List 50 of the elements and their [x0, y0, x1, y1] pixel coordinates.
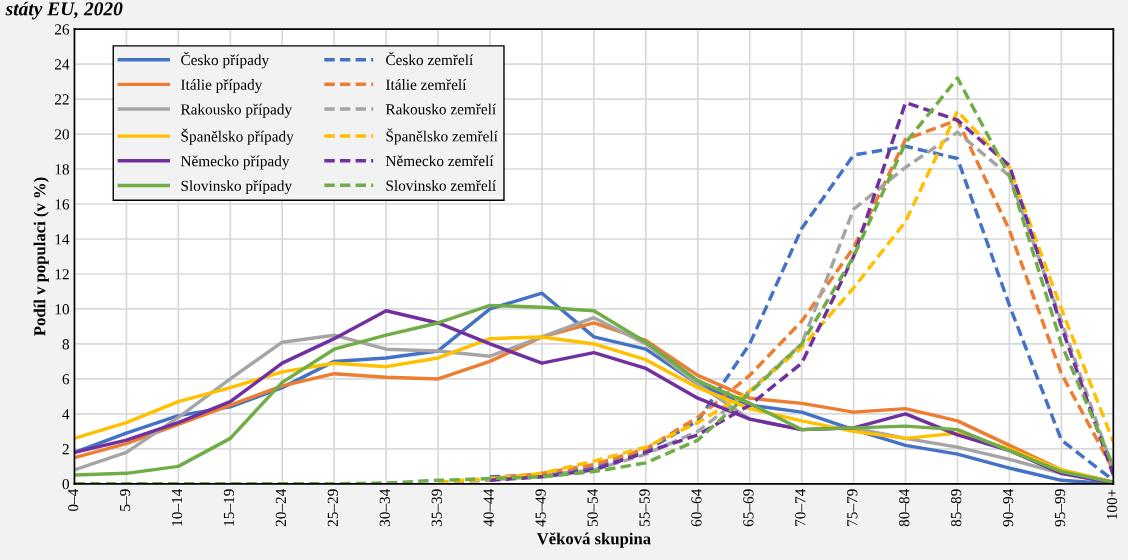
x-tick-label: 85–89 [951, 489, 962, 527]
y-tick-label: 16 [55, 199, 70, 210]
x-tick-label: 50–54 [587, 488, 598, 527]
x-tick-label: 60–64 [691, 488, 702, 527]
x-tick-label: 95–99 [1054, 489, 1066, 527]
legend-label: Rakousko zemřelí [385, 103, 497, 115]
y-axis-title: Podíl v populaci (v %) [33, 177, 49, 336]
legend-label: Itálie zemřelí [385, 79, 467, 90]
x-tick-label: 65–69 [743, 489, 754, 527]
y-tick-label: 12 [55, 269, 69, 280]
x-tick-label: 70–74 [795, 488, 806, 526]
legend-label: Španělsko zemřelí [386, 128, 498, 145]
y-tick-label: 6 [62, 374, 70, 385]
x-tick-label: 45–49 [535, 489, 546, 527]
legend-label: Itálie případy [181, 79, 263, 94]
x-tick-label: 100+ [1106, 489, 1118, 519]
legend-label: Španělsko případy [181, 128, 294, 145]
x-tick-label: 20–24 [275, 488, 287, 527]
y-tick-label: 24 [54, 59, 70, 70]
y-tick-label: 26 [54, 24, 70, 35]
x-tick-label: 40–44 [483, 488, 494, 527]
x-tick-label: 80–84 [899, 488, 910, 527]
y-tick-label: 4 [62, 409, 70, 420]
x-tick-label: 10–14 [171, 488, 183, 526]
x-tick-label: 55–59 [639, 489, 650, 527]
legend-label: Česko případy [181, 51, 270, 69]
legend-label: Rakousko případy [180, 103, 293, 118]
x-tick-label: 90–94 [1002, 488, 1014, 527]
y-tick-label: 22 [54, 94, 69, 105]
x-tick-label: 5–9 [119, 489, 131, 511]
y-tick-label: 8 [62, 339, 69, 350]
x-tick-label: 75–79 [847, 489, 858, 526]
legend-label: Německo zemřelí [385, 155, 494, 167]
x-tick-label: 30–34 [379, 488, 390, 527]
x-tick-label: 0–4 [67, 488, 79, 512]
y-tick-label: 10 [55, 304, 69, 315]
x-tick-label: 15–19 [223, 489, 235, 526]
legend-label: Slovinsko zemřelí [386, 180, 497, 191]
x-tick-label: 25–29 [327, 489, 338, 527]
y-tick-label: 14 [55, 234, 70, 245]
legend-label: Německo případy [180, 155, 290, 170]
y-tick-label: 20 [54, 129, 69, 140]
y-tick-label: 2 [62, 444, 69, 455]
legend-label: Slovinsko případy [181, 180, 293, 195]
y-tick-label: 18 [55, 164, 69, 175]
x-tick-label: 35–39 [431, 489, 442, 527]
x-axis-title: Věková skupina [536, 532, 651, 548]
y-tick-label: 0 [62, 478, 69, 490]
chart-title: státy EU, 2020 [5, 1, 123, 20]
legend-label: Česko zemřelí [386, 51, 474, 66]
